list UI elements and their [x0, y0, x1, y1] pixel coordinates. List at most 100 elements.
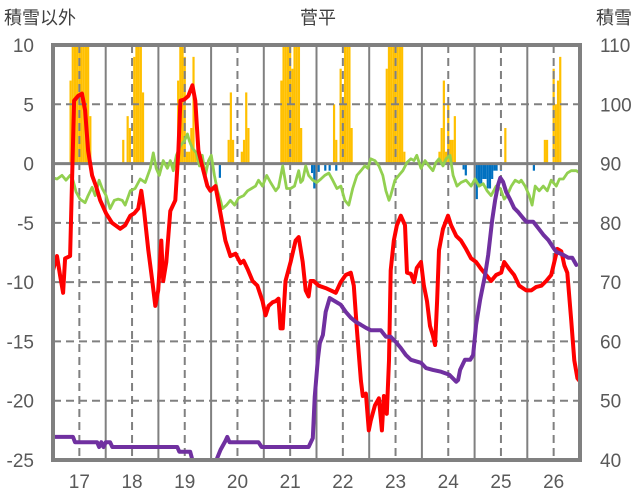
snowfall-bar: [346, 45, 349, 164]
snowfall-bar: [227, 139, 230, 164]
snowfall-bar: [240, 151, 243, 164]
snowfall-bar: [442, 80, 445, 164]
snowfall-bar: [440, 128, 443, 164]
snowfall-bar: [126, 116, 129, 164]
snowfall-bar: [335, 139, 338, 164]
right-axis-title: 積雪: [596, 8, 632, 29]
snowmelt-bar: [488, 163, 492, 189]
snowfall-bar: [181, 45, 184, 164]
bar-series: [69, 45, 562, 200]
snowmelt-bar: [493, 163, 496, 171]
snowfall-bar: [185, 151, 189, 164]
x-tick-label: 22: [332, 472, 353, 493]
snowmelt-bar: [491, 163, 494, 179]
left-axis-title: 積雪以外: [4, 8, 76, 29]
right-tick-label: 90: [600, 155, 621, 176]
snowfall-bar: [385, 68, 388, 164]
right-tick-label: 60: [600, 332, 621, 353]
right-tick-label: 100: [600, 95, 632, 116]
snowfall-bar: [280, 80, 283, 164]
snowfall-bar: [194, 151, 197, 164]
left-tick-label: 5: [23, 95, 34, 116]
snowmelt-bar: [484, 163, 487, 179]
snowfall-bar: [398, 45, 402, 164]
snowfall-bar: [188, 151, 191, 164]
x-tick-label: 26: [543, 472, 564, 493]
snowfall-bar: [504, 128, 507, 164]
snowmelt-bar: [324, 163, 327, 171]
x-tick-label: 23: [385, 472, 406, 493]
snowfall-bar: [76, 45, 79, 164]
right-tick-label: 110: [600, 36, 630, 57]
snowmelt-bar: [477, 163, 481, 184]
snowmelt-bar: [482, 163, 485, 179]
right-tick-label: 50: [600, 392, 621, 413]
snowfall-bar: [231, 139, 235, 164]
snowfall-bar: [350, 128, 353, 164]
snowmelt-bar: [532, 163, 535, 171]
snowmelt-bar: [311, 163, 314, 174]
snowfall-bar: [451, 139, 454, 164]
right-tick-label: 70: [600, 273, 621, 294]
snowfall-bar: [387, 45, 391, 164]
snowmelt-bar: [328, 163, 331, 171]
chart-title: 菅平: [300, 8, 336, 29]
snowfall-bar: [348, 45, 351, 164]
snowfall-bar: [69, 80, 72, 164]
snowfall-bar: [245, 92, 248, 164]
right-tick-label: 80: [600, 214, 621, 235]
snowfall-bar: [449, 139, 452, 164]
snowfall-bar: [401, 45, 404, 164]
snowfall-bar: [242, 139, 246, 164]
left-tick-label: -5: [17, 214, 34, 235]
snowfall-bar: [139, 45, 142, 164]
snowmelt-bar: [313, 163, 316, 189]
snowfall-bar: [554, 104, 557, 164]
left-tick-label: -25: [7, 451, 34, 472]
snowfall-bar: [297, 45, 301, 164]
snowmelt-bar: [480, 163, 483, 184]
snowfall-bar: [192, 56, 195, 164]
red-line: [51, 83, 582, 433]
snowfall-bar: [291, 68, 294, 164]
snowfall-bar: [447, 104, 450, 164]
snowfall-bar: [87, 45, 90, 164]
left-tick-label: -15: [7, 332, 34, 353]
x-tick-label: 25: [490, 472, 511, 493]
x-tick-label: 21: [280, 472, 301, 493]
snowfall-bar: [141, 92, 145, 164]
snowfall-bar: [341, 104, 344, 164]
left-tick-label: -10: [7, 273, 34, 294]
snowfall-bar: [282, 45, 285, 164]
plot-frame: [51, 43, 582, 462]
snowfall-bar: [559, 56, 562, 164]
snowfall-bar: [556, 80, 560, 164]
green-line: [51, 132, 582, 210]
left-tick-label: -20: [7, 392, 34, 413]
snowmelt-bar: [464, 163, 467, 176]
snowfall-bar: [545, 139, 549, 164]
snowfall-bar: [339, 68, 342, 164]
snowmelt-bar: [462, 163, 465, 170]
x-tick-label: 20: [227, 472, 248, 493]
snowmelt-bar: [317, 163, 320, 172]
plot-border: [51, 43, 582, 462]
snowmelt-bar: [218, 163, 221, 178]
left-tick-label: 0: [23, 155, 34, 176]
x-tick-label: 17: [69, 472, 90, 493]
snowfall-bar: [89, 116, 92, 164]
x-tick-label: 24: [438, 472, 460, 493]
x-tick-label: 18: [121, 472, 142, 493]
left-tick-label: 10: [13, 36, 34, 57]
snowmelt-bar: [335, 163, 338, 171]
snowfall-bar: [295, 45, 298, 164]
right-tick-label: 40: [600, 451, 621, 472]
snowfall-bar: [229, 92, 232, 164]
snowfall-bar: [133, 56, 136, 164]
snowfall-bar: [300, 128, 303, 164]
snowfall-bar: [128, 128, 131, 164]
snowfall-bar: [284, 45, 287, 164]
snowfall-bar: [453, 116, 456, 164]
